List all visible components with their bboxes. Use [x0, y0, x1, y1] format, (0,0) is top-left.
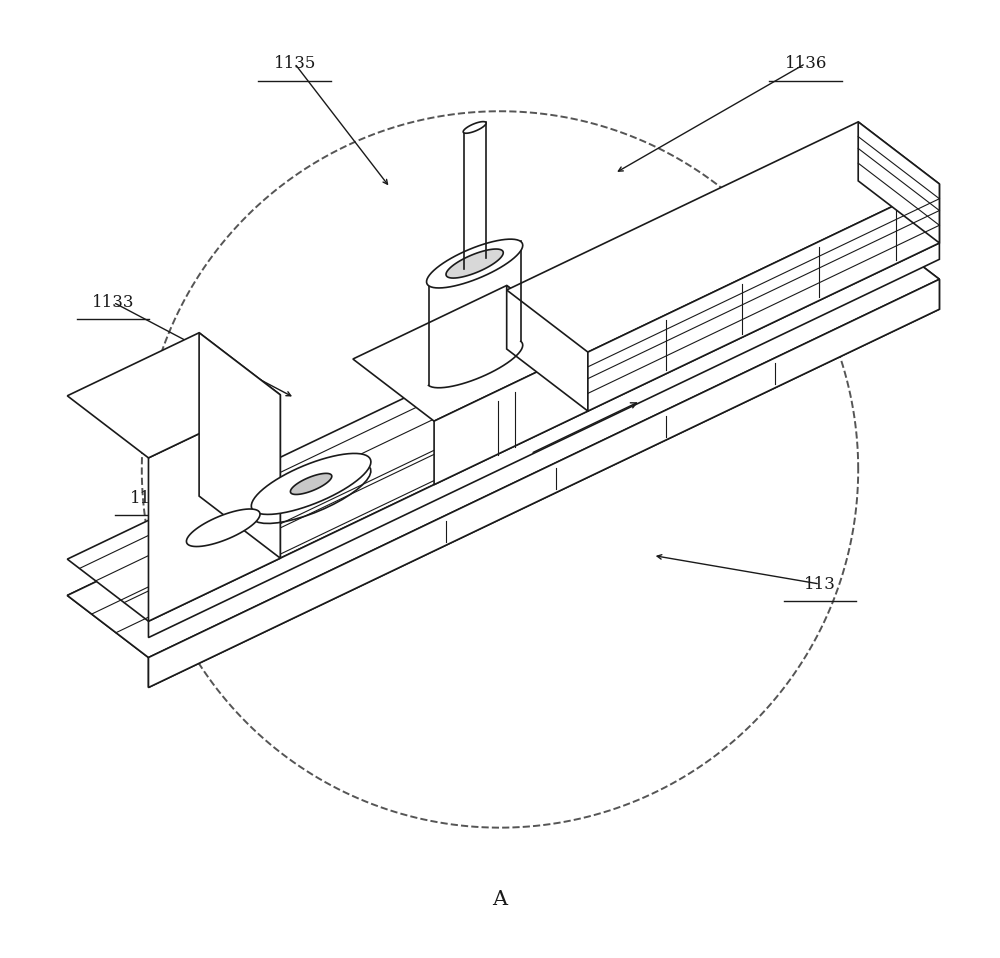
Polygon shape: [67, 217, 939, 657]
Polygon shape: [507, 285, 588, 411]
Polygon shape: [463, 122, 486, 133]
Polygon shape: [67, 217, 939, 657]
Polygon shape: [251, 453, 371, 514]
Polygon shape: [507, 122, 939, 353]
Polygon shape: [67, 332, 280, 458]
Text: 1136: 1136: [784, 55, 827, 72]
Polygon shape: [67, 181, 939, 621]
Polygon shape: [148, 280, 939, 688]
Text: 113: 113: [804, 576, 836, 593]
Text: A: A: [492, 890, 508, 909]
Polygon shape: [858, 122, 939, 243]
Polygon shape: [186, 509, 260, 546]
Text: 1139: 1139: [130, 490, 173, 507]
Polygon shape: [199, 332, 280, 559]
Polygon shape: [427, 240, 523, 288]
Text: 21: 21: [169, 552, 191, 569]
Polygon shape: [446, 249, 503, 278]
Text: 1135: 1135: [273, 55, 316, 72]
Polygon shape: [434, 348, 588, 485]
Polygon shape: [588, 184, 939, 411]
Polygon shape: [148, 395, 280, 621]
Text: 1133: 1133: [92, 294, 134, 310]
Polygon shape: [290, 473, 332, 494]
Polygon shape: [353, 285, 588, 422]
Polygon shape: [148, 280, 939, 688]
Polygon shape: [148, 243, 939, 638]
